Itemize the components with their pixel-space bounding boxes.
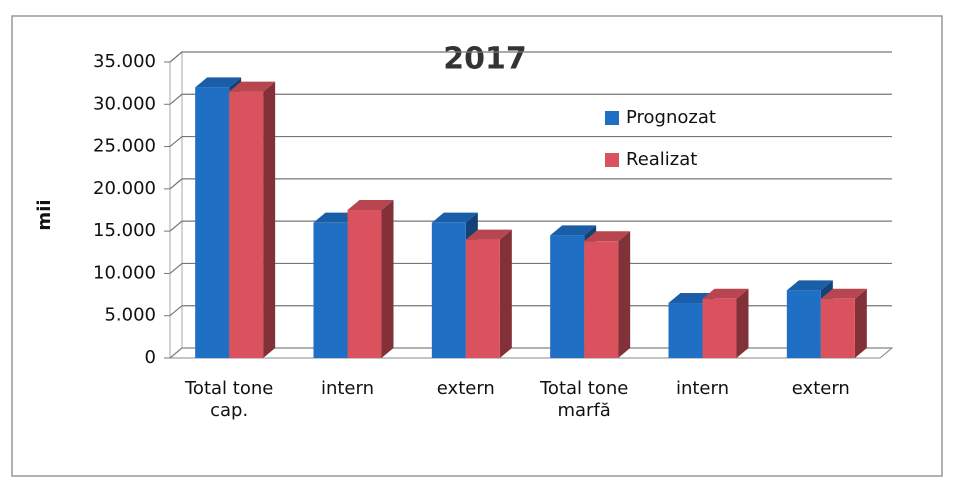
grid-line [169,135,892,148]
y-tick-label: 30.000 [93,93,156,114]
x-tick-label: intern [320,378,375,399]
grid-line [169,262,892,274]
legend-swatch [605,111,619,125]
bar-side [499,229,512,358]
x-tick-label: Total tone cap. [185,378,274,421]
bar-top [702,288,749,299]
y-axis-label: mii [34,199,55,230]
x-tick-label: Total tone marfă [540,378,629,421]
grid-line [169,51,892,63]
bar [668,303,703,358]
bar-top [431,212,478,223]
bar [347,210,382,358]
x-tick-label: extern [791,378,850,399]
bar [313,222,348,358]
bar-side [854,288,867,358]
bar [786,290,821,358]
bar [229,91,264,358]
legend-swatch [605,153,619,167]
bar-top [229,81,276,92]
bar [702,298,737,358]
back-wall [169,50,183,360]
bar [195,87,230,358]
legend-label: Realizat [626,149,697,170]
bar [431,222,466,358]
y-tick-label: 15.000 [93,220,156,241]
bar [550,235,585,358]
chart-title: 2017 [443,42,527,77]
grid-line [169,220,892,232]
y-tick-label: 35.000 [93,51,156,72]
bar-top [820,288,867,299]
x-tick-label: intern [675,378,730,399]
legend-label: Prognozat [626,107,716,128]
bar-side [736,288,749,358]
bar-top [195,77,242,88]
bar [584,241,619,358]
bar-top [786,280,833,291]
y-tick-label: 25.000 [93,136,156,157]
x-tick-label: extern [436,378,495,399]
bar [465,239,500,358]
y-tick-label: 5.000 [104,305,156,326]
bar-side [618,231,631,358]
y-tick-label: 10.000 [93,262,156,283]
chart-frame [11,15,943,477]
bar-top [550,225,597,236]
grid-line [169,347,892,359]
y-tick-label: 20.000 [93,178,156,199]
bar-side [263,81,276,358]
bar-top [465,229,512,240]
floor [168,347,894,359]
grid-line [169,305,892,317]
bar [820,298,855,358]
bar-side [381,200,394,358]
y-tick-label: 0 [145,347,156,368]
grid-line [169,178,892,190]
grid-line [169,93,892,105]
bar-top [584,231,631,242]
bar-top [347,200,394,210]
